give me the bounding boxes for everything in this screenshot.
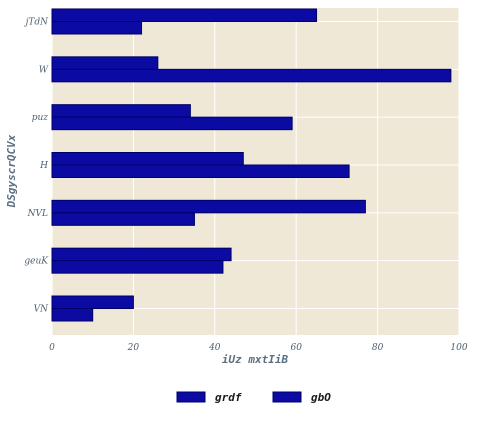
- bar-gbO-jTdN: [51, 21, 143, 35]
- bar-grdf-NVL: [51, 199, 366, 214]
- x-tick-label: 40: [208, 343, 221, 353]
- bar-gbO-NVL: [51, 212, 195, 226]
- legend-label-gbO: gbO: [311, 391, 331, 404]
- y-tick-label: VN: [34, 305, 49, 315]
- bar-grdf-geuK: [51, 247, 232, 262]
- y-axis-title: DSgyscrQCVx: [5, 134, 18, 208]
- bar-grdf-puz: [51, 104, 191, 118]
- legend-swatch-gbO: [272, 391, 302, 403]
- y-tick-label: H: [39, 161, 48, 171]
- y-tick-label: geuK: [24, 257, 49, 267]
- bars: [51, 8, 452, 322]
- y-tick-label: jTdN: [24, 18, 50, 28]
- x-tick-label: 60: [290, 343, 302, 353]
- legend-label-grdf: grdf: [215, 391, 242, 404]
- x-tick-label: 80: [372, 343, 384, 353]
- bar-gbO-VN: [51, 308, 94, 322]
- bar-grdf-W: [51, 56, 159, 70]
- y-tick-label: NVL: [27, 209, 48, 219]
- bar-grdf-jTdN: [51, 8, 318, 22]
- x-axis-title: iUz mxtIiB: [222, 353, 289, 366]
- legend: grdf gbO: [176, 391, 331, 404]
- bar-gbO-geuK: [51, 260, 224, 274]
- x-tick-label: 20: [127, 343, 140, 353]
- bar-gbO-puz: [51, 116, 293, 131]
- y-tick-label: W: [39, 65, 49, 75]
- bar-gbO-W: [51, 68, 452, 83]
- y-tick-label: puz: [32, 113, 49, 123]
- bar-gbO-H: [51, 164, 350, 178]
- bar-grdf-VN: [51, 295, 134, 309]
- x-tick-labels: 0 20 40 60 80 100: [49, 343, 468, 353]
- x-tick-label: 100: [450, 343, 467, 353]
- bar-grdf-H: [51, 152, 244, 166]
- legend-swatch-grdf: [176, 391, 206, 403]
- x-tick-label: 0: [49, 343, 55, 353]
